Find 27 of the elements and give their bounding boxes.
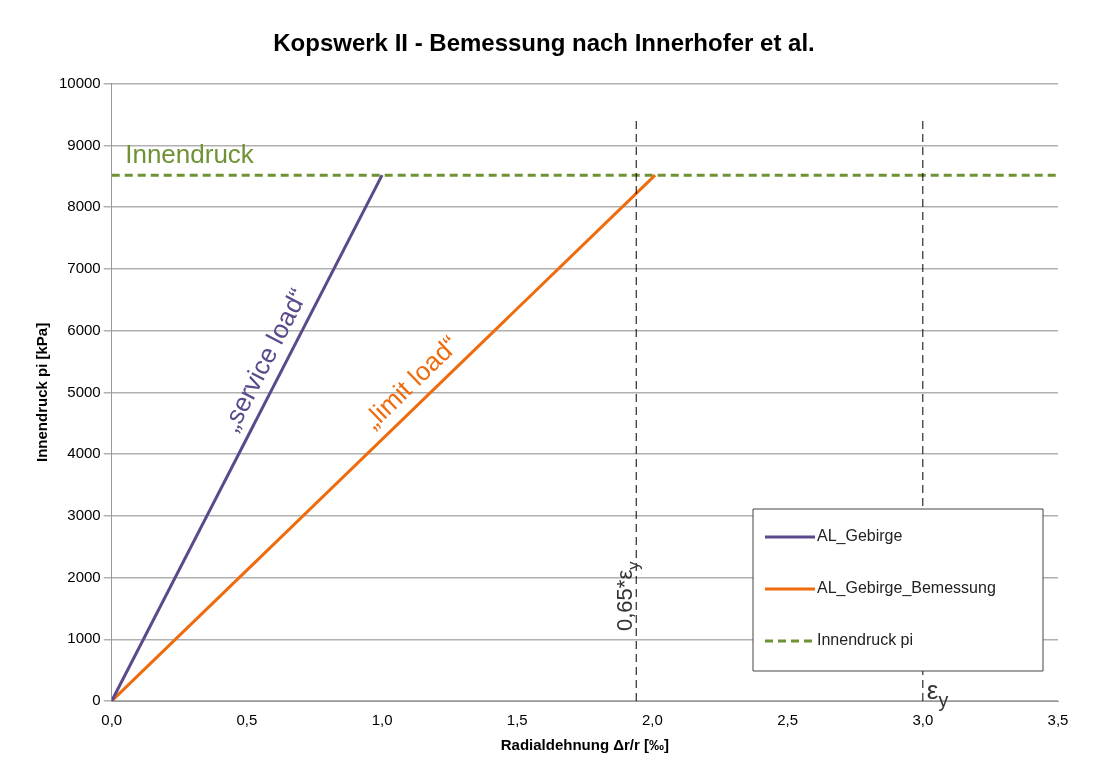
ref-line-label: 0,65*εy	[612, 560, 642, 631]
y-axis-title: Innendruck pi [kPa]	[33, 322, 51, 462]
chart-title: Kopswerk II - Bemessung nach Innerhofer et al.	[273, 29, 815, 57]
x-tick-label: 0,5	[236, 711, 258, 729]
y-tick-label: 6000	[67, 320, 101, 338]
x-tick-label: 3,5	[1047, 711, 1069, 729]
x-tick-label: 2,0	[642, 711, 663, 729]
y-tick-label: 7000	[67, 259, 101, 277]
x-tick-label: 0,0	[101, 711, 123, 729]
y-tick-label: 10000	[58, 73, 101, 91]
y-tick-label: 3000	[67, 505, 101, 523]
annotation: Innendruck	[125, 139, 255, 170]
legend-label: Innendruck pi	[817, 631, 914, 649]
x-axis-title: Radialdehnung Δr/r [‰]	[500, 736, 669, 754]
y-tick-label: 2000	[67, 567, 101, 585]
y-tick-label: 1000	[67, 629, 101, 647]
y-tick-label: 9000	[67, 135, 101, 153]
y-tick-label: 0	[92, 691, 101, 709]
x-tick-label: 2,5	[777, 711, 799, 729]
y-tick-label: 5000	[67, 382, 101, 400]
x-tick-label: 1,5	[506, 711, 528, 729]
x-tick-label: 1,0	[371, 711, 393, 729]
y-tick-label: 8000	[67, 197, 101, 215]
legend-label: AL_Gebirge	[817, 527, 903, 546]
legend-label: AL_Gebirge_Bemessung	[817, 579, 996, 598]
y-tick-label: 4000	[67, 444, 101, 462]
x-tick-label: 3,0	[912, 711, 934, 729]
